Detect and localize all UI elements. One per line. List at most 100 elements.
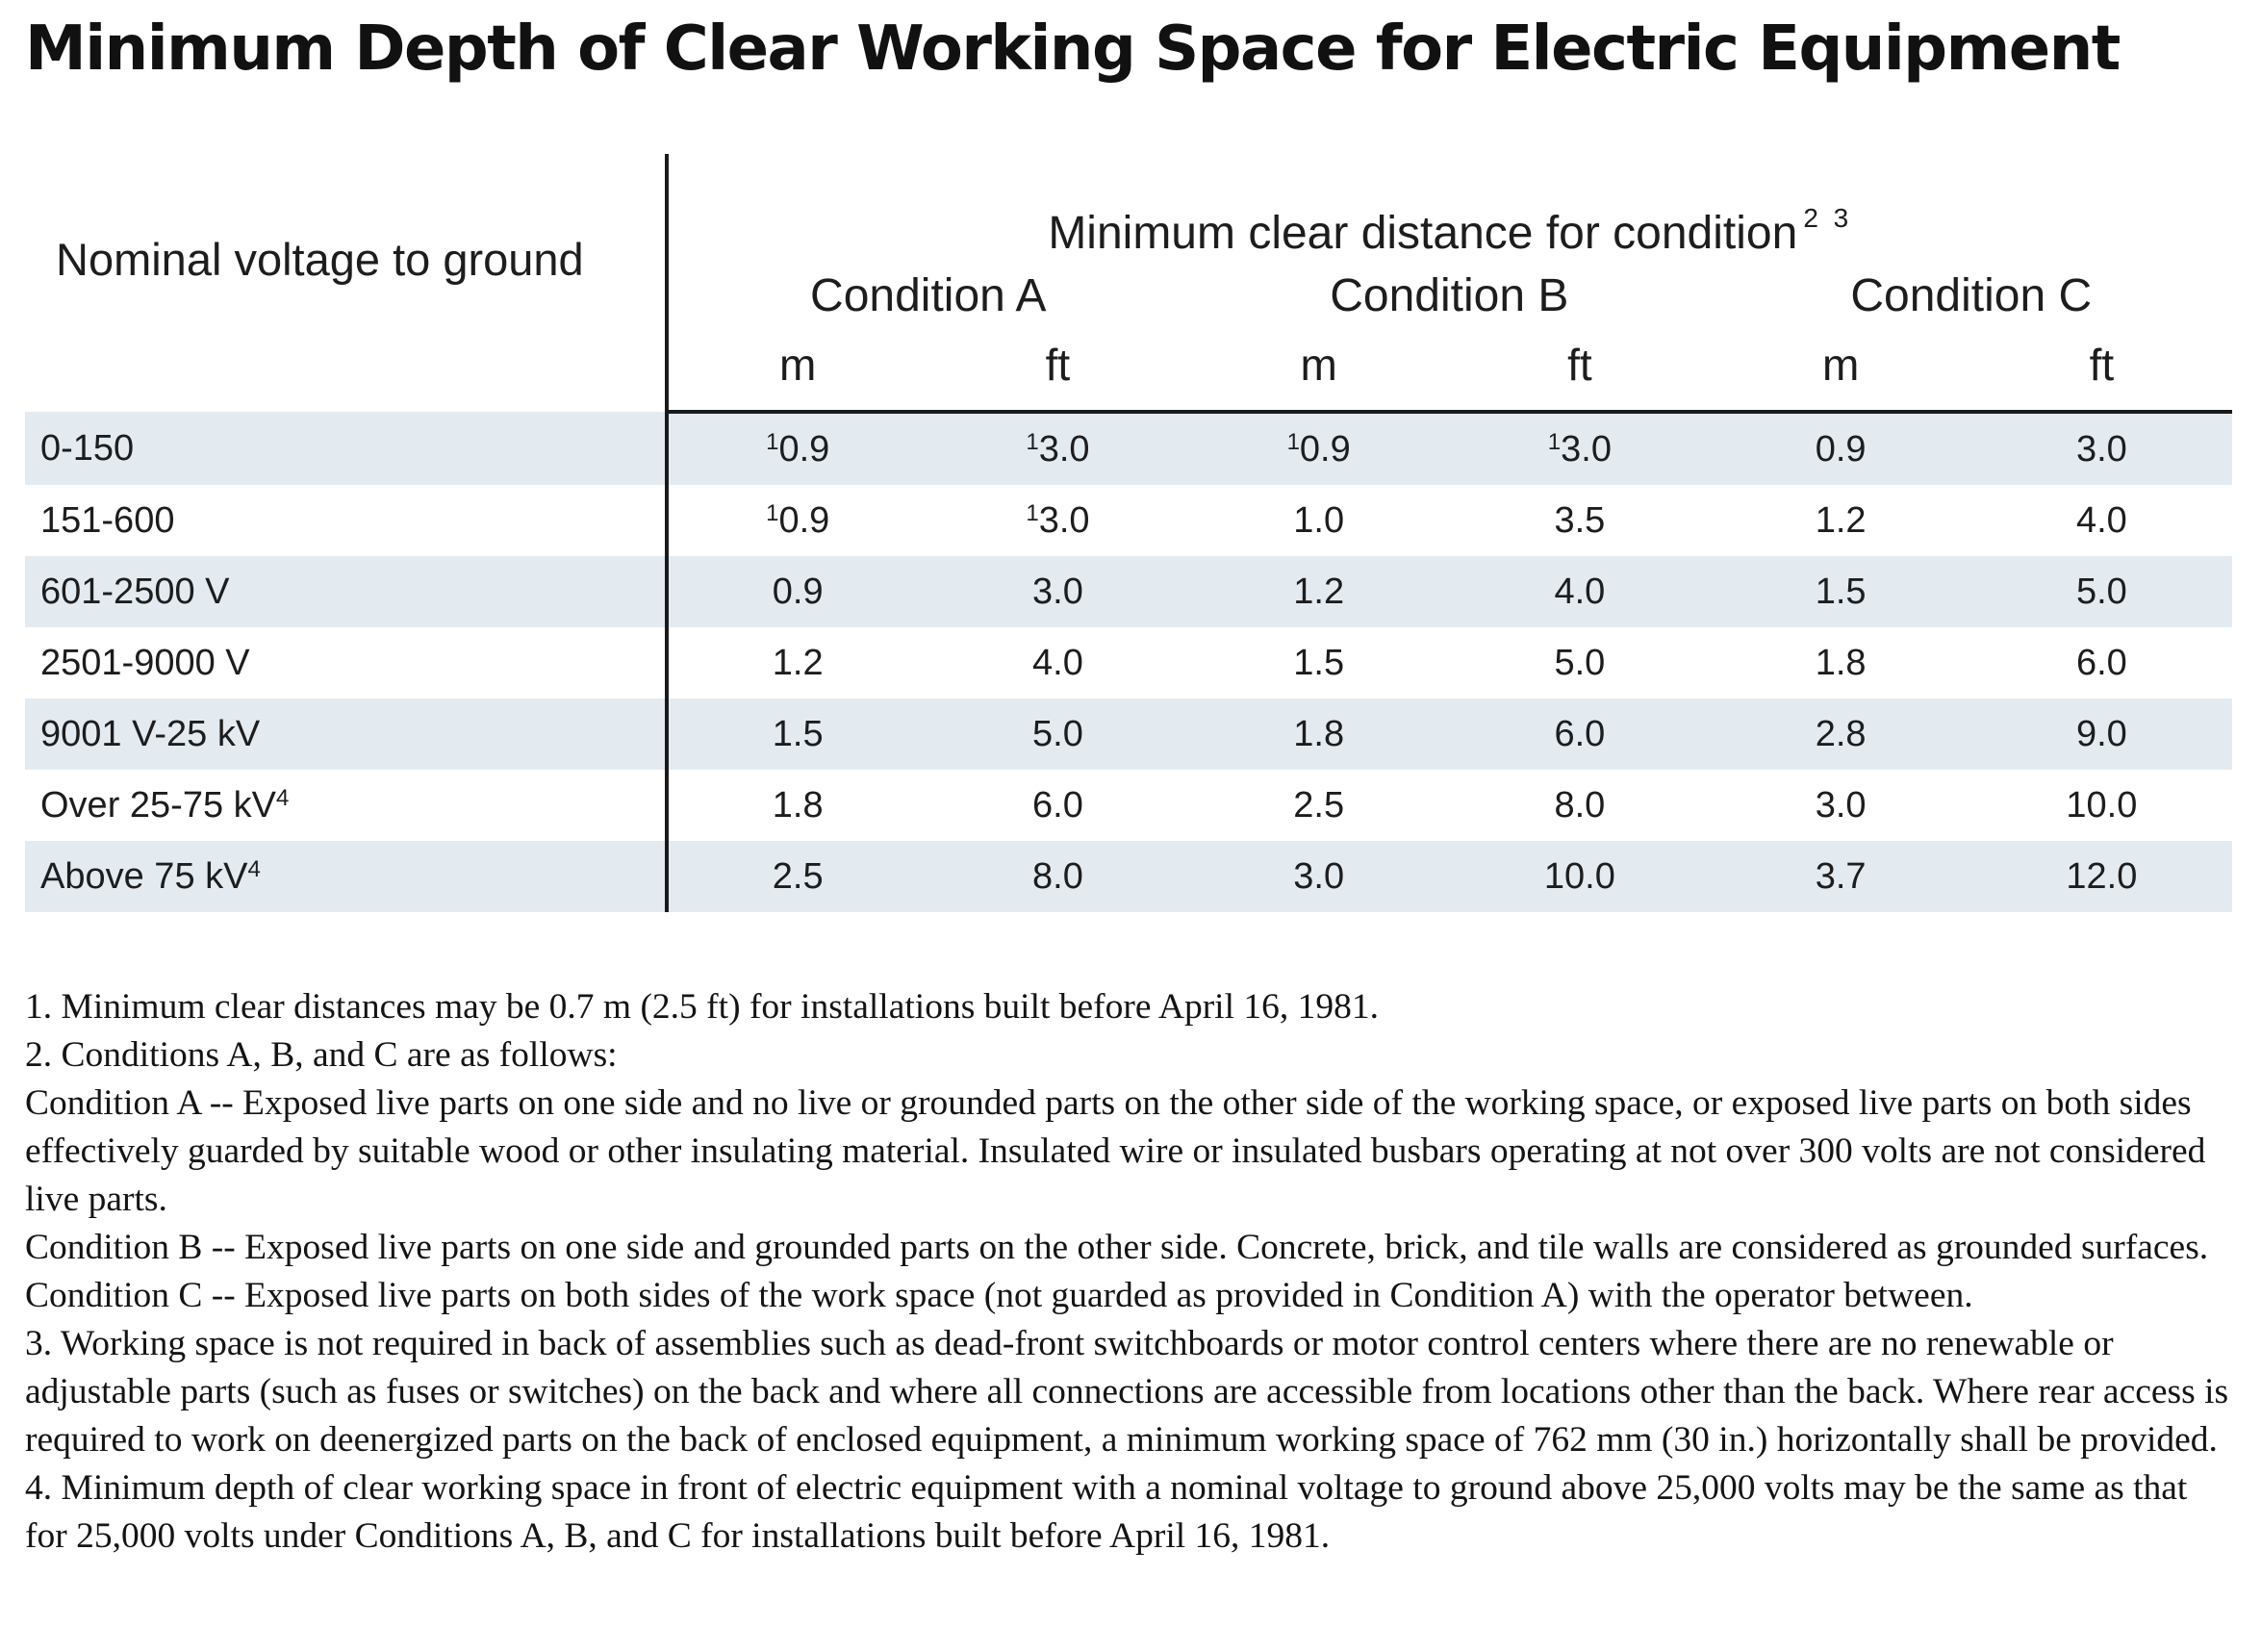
distance-value: 1.5 [1815,571,1867,612]
distance-value: 4.0 [1032,642,1083,683]
unit-header: ft [1449,322,1711,414]
distance-value: 3.0 [1038,499,1090,541]
distance-value: 9.0 [2075,713,2127,754]
distance-value: 6.0 [1032,784,1083,826]
voltage-cell: 0-150 [25,412,669,485]
distance-cell: 6.0 [1449,699,1711,770]
distance-value: 1.0 [1293,499,1345,541]
footnote: Condition A -- Exposed live parts on one… [25,1083,2206,1219]
distance-value: 5.0 [2075,571,2127,612]
distance-value: 10.0 [2066,784,2138,826]
distance-value: 3.5 [1554,499,1606,541]
distance-value: 1.8 [772,784,824,826]
distance-value: 6.0 [1554,713,1606,754]
footnote: Condition C -- Exposed live parts on bot… [25,1276,1973,1315]
distance-value: 5.0 [1554,642,1606,683]
distance-value: 8.0 [1554,784,1606,826]
footnote-ref: 1 [1547,428,1562,455]
page-title: Minimum Depth of Clear Working Space for… [25,13,2121,85]
unit-header: ft [1970,322,2232,414]
distance-cell: 1.2 [1188,556,1450,627]
voltage-label: Over 25-75 kV [40,784,276,826]
distance-value: 3.0 [2075,428,2127,470]
distance-value: 10.0 [1543,855,1615,897]
voltage-label: 2501-9000 V [40,642,250,683]
distance-cell: 1.5 [666,699,927,770]
distance-value: 1.2 [772,642,824,683]
distance-cell: 3.5 [1449,485,1710,556]
condition-c-header: Condition C [1850,270,2093,321]
unit-header: ft [927,322,1189,414]
distance-value: 2.8 [1815,713,1867,754]
distance-value: 0.9 [1815,428,1867,470]
distance-value: 2.5 [772,855,824,897]
footnote: Condition B -- Exposed live parts on one… [25,1228,2209,1267]
distance-value: 8.0 [1032,855,1083,897]
distance-cell: 3.0 [927,556,1189,627]
distance-cell: 8.0 [927,841,1189,912]
distance-cell: 1.5 [1710,556,1971,627]
voltage-label: 9001 V-25 kV [40,713,261,754]
distance-value: 1.2 [1815,499,1867,541]
distance-value: 1.8 [1815,642,1867,683]
distance-cell: 1.8 [1711,627,1971,699]
footnote: 1. Minimum clear distances may be 0.7 m … [25,987,1380,1027]
distance-value: 5.0 [1032,713,1083,754]
distance-value: 3.0 [1293,855,1345,897]
footnote-ref: 1 [766,428,779,455]
clear-distance-footnote-refs: 2 3 [1803,203,1853,233]
voltage-label: Above 75 kV [40,855,248,897]
distance-cell: 3.0 [1970,412,2232,485]
distance-cell: 10.9 [666,412,927,485]
unit-header: m [1188,322,1450,414]
distance-cell: 10.9 [1188,412,1450,485]
clear-distance-header: Minimum clear distance for condition 2 3 [667,154,2232,269]
distance-cell: 9.0 [1970,699,2232,770]
distance-value: 3.7 [1815,855,1867,897]
distance-value: 6.0 [2075,642,2127,683]
footnote: 4. Minimum depth of clear working space … [25,1468,2188,1556]
footnote: 2. Conditions A, B, and C are as follows… [25,1035,618,1075]
table-row: Above 75 kV4 2.5 8.0 3.0 10.0 3.7 12.0 [25,841,2232,912]
distance-value: 0.9 [778,428,830,470]
distance-cell: 4.0 [1449,556,1711,627]
table-row: 151-600 10.9 13.0 1.0 3.5 1.2 4.0 [25,485,2232,556]
distance-cell: 1.2 [1711,485,1971,556]
distance-value: 3.0 [1815,784,1867,826]
distance-cell: 0.9 [666,556,927,627]
distance-cell: 13.0 [927,412,1189,485]
voltage-label: 0-150 [40,427,135,469]
voltage-cell: Above 75 kV4 [25,841,669,912]
distance-value: 0.9 [778,499,830,541]
distance-cell: 10.0 [1449,841,1711,912]
distance-value: 4.0 [1554,571,1606,612]
distance-cell: 3.7 [1710,841,1971,912]
distance-cell: 1.8 [667,770,927,841]
table-row: 9001 V-25 kV 1.5 5.0 1.8 6.0 2.8 9.0 [25,699,2232,770]
distance-value: 0.9 [772,571,824,612]
footnote: 3. Working space is not required in back… [25,1324,2229,1460]
distance-value: 1.2 [1293,571,1345,612]
distance-cell: 4.0 [1971,485,2232,556]
unit-header: m [1710,322,1971,414]
table-row: 601-2500 V 0.9 3.0 1.2 4.0 1.5 5.0 [25,556,2232,627]
distance-value: 12.0 [2066,855,2138,897]
table-row: Over 25-75 kV4 1.8 6.0 2.5 8.0 3.0 10.0 [25,770,2232,841]
distance-cell: 1.8 [1188,699,1450,770]
footnote-ref: 1 [766,499,779,526]
distance-cell: 3.0 [1711,770,1971,841]
distance-cell: 6.0 [927,770,1188,841]
distance-value: 1.8 [1293,713,1345,754]
unit-header: m [666,322,927,414]
distance-cell: 3.0 [1188,841,1450,912]
voltage-cell: 2501-9000 V [25,627,669,699]
distance-cell: 8.0 [1449,770,1710,841]
distance-cell: 5.0 [927,699,1189,770]
voltage-cell: 601-2500 V [25,556,669,627]
distance-cell: 1.5 [1188,627,1449,699]
distance-cell: 13.0 [1449,412,1711,485]
table-row: 0-150 10.9 13.0 10.9 13.0 0.9 3.0 [25,412,2232,485]
distance-cell: 13.0 [927,485,1188,556]
distance-cell: 1.0 [1188,485,1449,556]
table-body: 0-150 10.9 13.0 10.9 13.0 0.9 3.0 151-600 10.9 13… [25,412,2232,912]
